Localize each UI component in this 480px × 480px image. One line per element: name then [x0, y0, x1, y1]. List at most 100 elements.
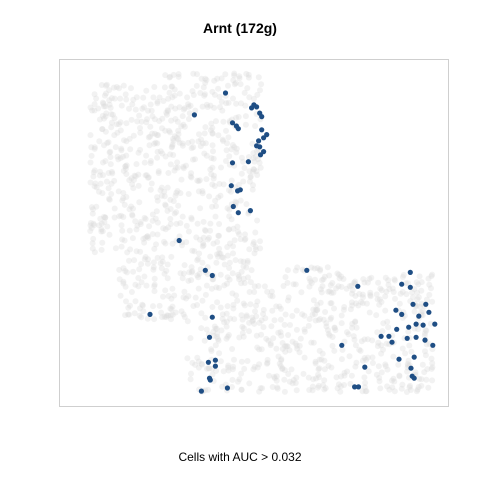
background-cell-point: [237, 197, 244, 204]
background-cell-point: [122, 268, 129, 274]
background-cell-point: [415, 384, 422, 390]
background-cell-point: [103, 90, 109, 97]
background-cell-point: [209, 130, 216, 137]
background-cell-point: [200, 218, 207, 225]
background-cell-point: [99, 190, 106, 197]
background-cell-point: [345, 331, 352, 338]
highlighted-cell-point: [362, 364, 368, 370]
background-cell-point: [133, 226, 140, 233]
background-cell-point: [235, 271, 242, 278]
background-cell-point: [171, 210, 178, 217]
background-cell-point: [160, 98, 167, 104]
background-cell-point: [180, 163, 187, 170]
background-cell-point: [195, 255, 202, 262]
background-cell-point: [90, 220, 97, 227]
background-cell-point: [135, 283, 142, 290]
highlighted-cells-layer: [147, 90, 438, 394]
background-cell-point: [189, 268, 196, 275]
background-cell-point: [346, 353, 353, 360]
background-cell-point: [127, 302, 133, 309]
background-cell-point: [117, 292, 124, 299]
background-cell-point: [235, 378, 241, 385]
background-cell-point: [200, 234, 207, 241]
background-cell-point: [124, 269, 130, 276]
background-cell-point: [386, 286, 393, 293]
background-cell-point: [231, 81, 238, 88]
background-cell-point: [150, 264, 157, 271]
highlighted-cell-point: [404, 335, 410, 341]
background-cell-point: [281, 376, 288, 383]
background-cell-point: [349, 290, 355, 297]
background-cell-point: [269, 307, 276, 314]
background-cell-point: [128, 116, 135, 123]
background-cell-point: [175, 202, 182, 209]
background-cell-point: [238, 370, 245, 377]
background-cell-point: [349, 302, 356, 309]
background-cell-point: [323, 323, 330, 330]
background-cell-point: [170, 71, 177, 78]
background-cell-point: [143, 87, 150, 94]
background-cell-point: [238, 386, 245, 393]
highlighted-cell-point: [209, 272, 215, 279]
background-cell-point: [321, 273, 328, 280]
background-cell-point: [121, 237, 128, 244]
background-cell-point: [106, 149, 113, 156]
background-cell-point: [328, 314, 335, 321]
background-cell-point: [399, 274, 406, 280]
background-cell-point: [352, 319, 359, 326]
background-cell-point: [188, 216, 195, 223]
background-cell-point: [364, 354, 371, 361]
background-cell-point: [130, 205, 136, 212]
background-cell-point: [194, 220, 201, 227]
background-cell-point: [292, 380, 299, 386]
background-cell-point: [251, 166, 257, 173]
background-cell-point: [102, 214, 109, 221]
background-cell-point: [275, 353, 282, 360]
background-cell-point: [243, 201, 250, 208]
background-cell-point: [419, 361, 426, 368]
background-cell-point: [358, 338, 365, 345]
background-cell-point: [124, 249, 131, 256]
background-cell-point: [361, 355, 368, 361]
background-cell-point: [191, 248, 198, 255]
background-cell-point: [97, 168, 103, 175]
background-cell-point: [215, 85, 222, 92]
background-cell-point: [141, 214, 148, 221]
background-cell-point: [240, 178, 247, 185]
background-cell-point: [249, 318, 256, 325]
background-cell-point: [359, 291, 366, 298]
background-cell-point: [218, 98, 225, 105]
background-cell-point: [256, 346, 263, 353]
background-cell-point: [97, 215, 104, 222]
background-cell-point: [170, 152, 177, 158]
background-cell-point: [106, 195, 112, 202]
background-cell-point: [142, 172, 149, 179]
background-cell-point: [210, 328, 217, 335]
background-cell-point: [321, 377, 328, 384]
background-cell-point: [423, 296, 430, 303]
background-cell-point: [230, 363, 237, 370]
background-cell-point: [176, 104, 183, 111]
background-cell-point: [103, 178, 110, 185]
background-cell-point: [148, 180, 155, 187]
background-cell-point: [228, 146, 235, 153]
highlighted-cell-point: [206, 375, 213, 381]
background-cell-point: [216, 180, 223, 187]
background-cell-point: [329, 342, 336, 349]
background-cell-point: [301, 312, 308, 319]
background-cell-point: [165, 170, 172, 176]
background-cell-point: [161, 193, 168, 200]
background-cell-point: [226, 206, 233, 213]
background-cell-point: [200, 240, 207, 247]
background-cell-point: [163, 314, 170, 321]
background-cell-point: [90, 235, 97, 242]
background-cell-point: [199, 188, 206, 195]
background-cell-point: [112, 144, 119, 151]
background-cell-point: [413, 279, 420, 286]
background-cell-point: [137, 146, 144, 153]
background-cell-point: [378, 299, 385, 305]
background-cell-point: [111, 132, 118, 139]
background-cell-point: [88, 152, 95, 159]
background-cell-point: [210, 240, 217, 247]
highlighted-cell-point: [256, 138, 262, 144]
